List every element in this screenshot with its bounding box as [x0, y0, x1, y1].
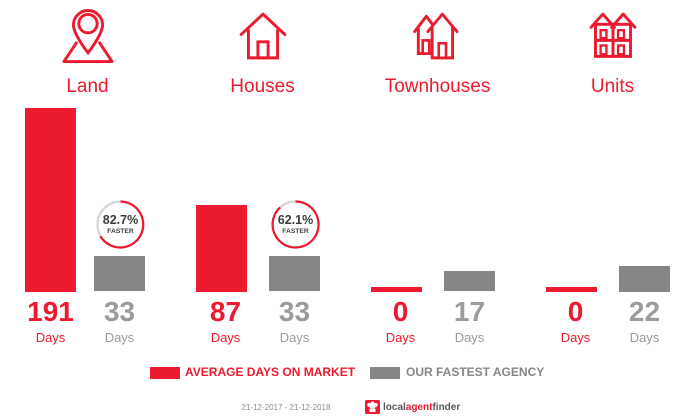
svg-text:FASTER: FASTER [107, 228, 134, 235]
svg-text:62.1%: 62.1% [277, 213, 312, 227]
svg-text:82.7%: 82.7% [102, 213, 137, 227]
svg-text:FASTER: FASTER [282, 228, 309, 235]
